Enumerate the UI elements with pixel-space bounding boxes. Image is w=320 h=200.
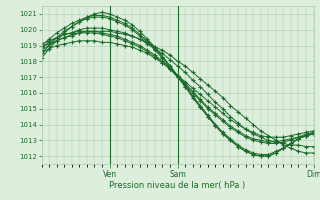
X-axis label: Pression niveau de la mer( hPa ): Pression niveau de la mer( hPa ): [109, 181, 246, 190]
